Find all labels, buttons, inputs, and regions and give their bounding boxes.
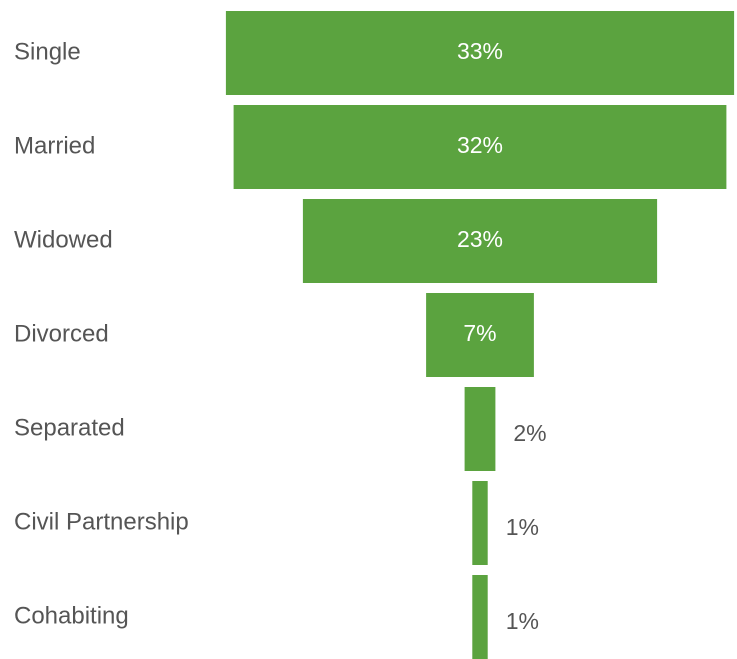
value-label: 7% (463, 320, 496, 346)
category-label: Single (14, 38, 81, 65)
funnel-bar (464, 387, 496, 471)
value-label: 23% (457, 226, 503, 252)
value-label: 1% (506, 608, 539, 634)
value-label: 1% (506, 514, 539, 540)
value-label: 32% (457, 132, 503, 158)
funnel-bar (225, 11, 735, 95)
value-label: 2% (513, 420, 546, 446)
category-label: Civil Partnership (14, 508, 189, 535)
category-label: Widowed (14, 226, 113, 253)
category-label: Separated (14, 414, 125, 441)
category-label: Married (14, 132, 95, 159)
funnel-bar (472, 481, 488, 565)
value-label: 33% (457, 38, 503, 64)
funnel-bar (302, 199, 658, 283)
funnel-bar (233, 105, 727, 189)
funnel-bar (472, 575, 488, 659)
funnel-bar (426, 293, 534, 377)
category-label: Cohabiting (14, 602, 129, 629)
category-label: Divorced (14, 320, 109, 347)
